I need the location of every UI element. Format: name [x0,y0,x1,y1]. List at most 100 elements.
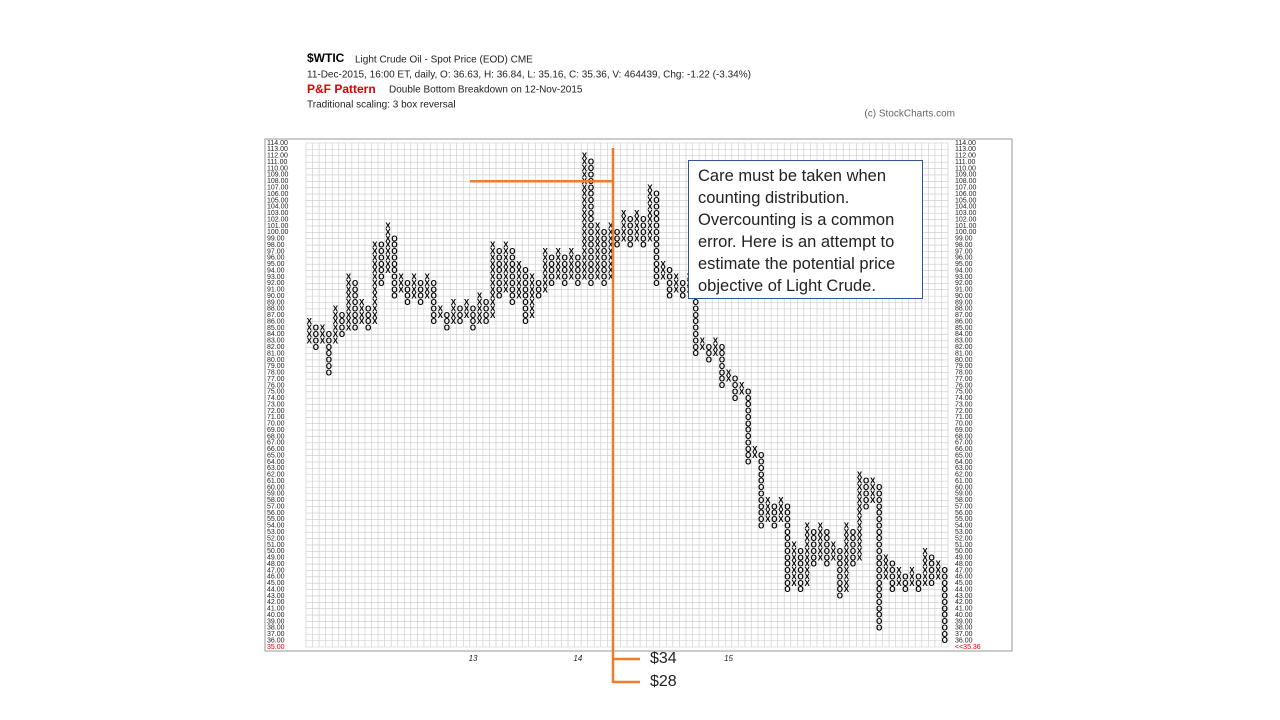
y-tick-label-right: 92.00 [955,280,973,287]
o-box: O [876,483,882,492]
y-tick-label: 79.00 [267,363,285,370]
o-box: O [431,317,437,326]
o-box: O [326,368,332,377]
x-box: X [411,285,417,294]
x-box: X [490,273,496,282]
y-tick-label-right: 42.00 [955,599,973,606]
o-box: O [876,553,882,562]
y-tick-label-right: 72.00 [955,408,973,415]
o-box: O [653,279,659,288]
y-tick-label: 73.00 [267,401,285,408]
o-box: O [745,426,751,435]
o-box: O [378,260,384,269]
x-box: X [936,560,942,569]
o-box: O [797,572,803,581]
x-box: X [804,521,810,530]
o-box: O [483,298,489,307]
o-box: O [863,483,869,492]
o-box: O [784,528,790,537]
y-tick-label-right: 83.00 [955,338,973,345]
o-box: O [653,222,659,231]
o-box: O [876,560,882,569]
o-box: O [339,324,345,333]
o-box: O [522,298,528,307]
o-box: O [588,266,594,275]
o-box: O [509,279,515,288]
pf-column: OOO [457,304,463,326]
o-box: O [640,228,646,237]
o-box: O [758,483,764,492]
y-tick-label: 50.00 [267,548,285,555]
x-box: X [411,292,417,301]
o-box: O [837,547,843,556]
y-tick-label-right: 64.00 [955,459,973,466]
o-box: O [876,521,882,530]
x-box: X [503,273,509,282]
o-box: O [575,253,581,262]
o-box: O [640,222,646,231]
o-box: O [784,566,790,575]
x-box: X [647,234,653,243]
x-box: X [608,253,614,262]
target-label: $28 [650,673,677,690]
x-box: X [634,215,640,224]
x-box: X [385,228,391,237]
x-box: X [503,241,509,250]
o-box: O [326,362,332,371]
y-tick-label-right: 55.00 [955,516,973,523]
o-box: O [889,560,895,569]
y-tick-label-right: 50.00 [955,548,973,555]
x-box: X [451,317,457,326]
x-box: X [909,566,915,575]
x-box: X [582,171,588,180]
y-tick-label-right: 65.00 [955,452,973,459]
o-box: O [509,247,515,256]
o-box: O [326,349,332,358]
o-box: O [745,400,751,409]
x-box: X [529,279,535,288]
o-box: O [797,585,803,594]
o-box: O [509,298,515,307]
o-box: O [562,253,568,262]
o-box: O [588,158,594,167]
o-box: O [824,541,830,550]
x-box: X [359,298,365,307]
o-box: O [745,432,751,441]
x-box: X [385,241,391,250]
x-box: X [372,260,378,269]
x-box: X [634,209,640,218]
x-box: X [490,266,496,275]
y-tick-label: 108.00 [267,178,289,185]
o-box: O [457,311,463,320]
o-box: O [797,579,803,588]
pf-column: OOO [614,228,620,250]
y-tick-label: 88.00 [267,306,285,313]
pf-column: XXX [896,566,902,588]
o-box: O [876,509,882,518]
y-tick-label-right: 61.00 [955,478,973,485]
o-box: O [758,470,764,479]
o-box: O [535,279,541,288]
y-tick-label-right: 78.00 [955,370,973,377]
o-box: O [588,241,594,250]
o-box: O [391,292,397,301]
x-box: X [385,266,391,275]
x-box: X [647,183,653,192]
x-box: X [307,317,313,326]
o-box: O [391,279,397,288]
o-box: O [653,209,659,218]
x-box: X [857,470,863,479]
x-box: X [385,222,391,231]
o-box: O [365,324,371,333]
y-tick-label: 84.00 [267,331,285,338]
y-tick-label: 82.00 [267,344,285,351]
y-tick-label: 113.00 [267,146,288,153]
